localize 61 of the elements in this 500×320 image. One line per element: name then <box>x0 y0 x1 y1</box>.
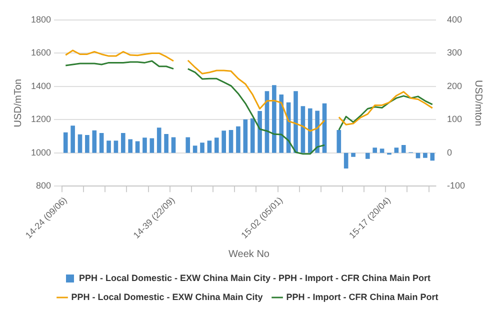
bar <box>114 140 118 153</box>
bar <box>156 128 162 153</box>
bar <box>85 134 90 153</box>
legend-label: PPH - Local Domestic - EXW China Main City - PPH - Import - CFR China Main Port <box>78 272 431 283</box>
y2-tick-label: 200 <box>446 80 462 91</box>
bar <box>315 110 320 153</box>
bar <box>192 146 198 153</box>
bar <box>128 139 132 153</box>
bar <box>372 148 378 153</box>
bar <box>207 140 212 153</box>
bar <box>380 148 384 153</box>
y-tick-label: 1600 <box>30 48 52 58</box>
bar <box>294 91 298 153</box>
y2-tick-label: 400 <box>446 14 462 24</box>
bar <box>92 130 97 153</box>
bar <box>366 152 370 159</box>
bar <box>258 111 262 153</box>
bar <box>300 106 306 153</box>
bar <box>250 118 255 153</box>
bar <box>279 94 284 153</box>
bar <box>243 119 248 153</box>
bar <box>135 141 140 153</box>
bar <box>200 142 204 153</box>
bar <box>272 85 276 153</box>
x-axis-title: Week No <box>228 248 270 260</box>
y-tick-label: 1200 <box>30 114 52 124</box>
bar <box>63 132 68 153</box>
y2-axis-title: USD/mton <box>472 80 484 126</box>
bar <box>106 140 111 153</box>
bar <box>344 152 348 169</box>
bar <box>236 126 240 153</box>
y2-tick-label: 0 <box>446 147 452 158</box>
bar <box>423 152 428 158</box>
bar <box>78 134 82 153</box>
bar <box>120 132 126 153</box>
y-tick-label: 1800 <box>30 14 52 24</box>
bar <box>222 130 226 153</box>
bar <box>214 138 219 153</box>
y-tick-label: 1400 <box>30 80 52 91</box>
bar <box>394 148 399 153</box>
bar <box>308 108 312 153</box>
legend-label: PPH - Local Domestic - EXW China Main City <box>71 292 263 302</box>
bar <box>99 132 104 153</box>
bar <box>430 152 435 161</box>
y2-tick-label: 100 <box>446 114 462 124</box>
y-tick-label: 1000 <box>30 147 52 158</box>
y-axis-title: USD/mTon <box>12 78 24 128</box>
bar <box>70 126 75 153</box>
bar <box>336 130 342 153</box>
y2-tick-label: 300 <box>446 48 462 58</box>
bar <box>351 152 356 157</box>
bar <box>228 130 234 153</box>
bar <box>142 138 147 153</box>
y-tick-label: 800 <box>36 180 52 191</box>
bar <box>401 144 406 153</box>
y2-tick-label: -100 <box>446 180 465 191</box>
legend-label: PPH - Import - CFR China Main Port <box>286 292 438 302</box>
bar <box>150 138 154 153</box>
bar <box>186 137 190 153</box>
bar <box>171 137 176 153</box>
bar <box>164 134 168 153</box>
